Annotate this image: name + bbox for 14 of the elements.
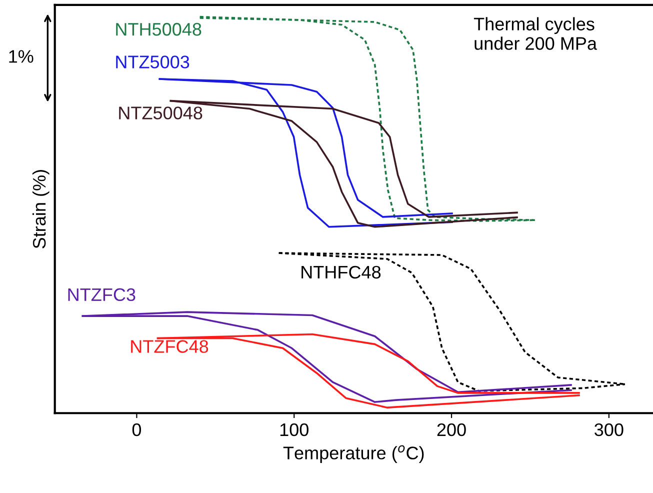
- series-label: NTZ50048: [119, 106, 202, 120]
- x-axis-title: Temperature ($^{o}$C): [283, 445, 424, 463]
- series-label: NTH50048: [116, 22, 202, 36]
- x-tick-label: 200: [437, 423, 466, 436]
- text: 1%: [9, 50, 34, 63]
- x-tick-label: 100: [280, 423, 308, 436]
- x-tick-label: 0: [132, 423, 142, 436]
- y-axis-title: Strain (%): [32, 170, 50, 248]
- series-label: NTZFC3: [68, 288, 136, 302]
- series-label: NTHFC48: [302, 266, 381, 279]
- series-label: NTZFC48: [131, 340, 208, 353]
- x-tick-label: 300: [594, 423, 624, 436]
- series-label: NTZ5003: [116, 56, 190, 68]
- annotation: Thermal cycles under 200 MPa: [474, 17, 598, 50]
